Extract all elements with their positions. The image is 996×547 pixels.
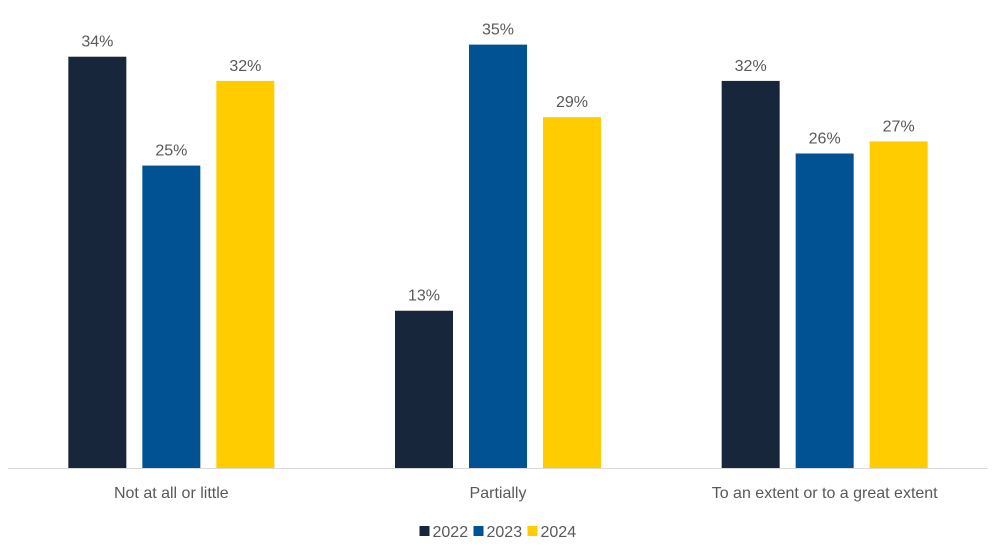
data-label-2024-0: 32%	[229, 58, 261, 75]
data-label-2024-2: 27%	[883, 118, 915, 135]
bar-group	[68, 44, 928, 469]
bar-2022-0	[68, 56, 127, 468]
data-label-2023-2: 26%	[809, 130, 841, 147]
bar-2022-1	[395, 310, 453, 468]
category-label-1: Partially	[470, 485, 527, 502]
data-label-2023-0: 25%	[155, 143, 187, 160]
data-label-2022-2: 32%	[735, 58, 767, 75]
legend-swatch-2024	[527, 526, 538, 536]
legend: 2022 2023 2024	[419, 524, 577, 541]
bar-2024-1	[543, 117, 601, 469]
bar-2024-0	[216, 80, 275, 468]
legend-swatch-2023	[473, 526, 484, 536]
bar-2024-2	[869, 141, 928, 469]
data-label-2022-0: 34%	[81, 34, 113, 51]
bar-2023-1	[469, 44, 527, 468]
bar-2023-0	[142, 165, 201, 469]
bar-2023-2	[795, 153, 854, 468]
data-label-group: 34% 25% 32% 13% 35% 29% 32% 26% 27%	[81, 22, 914, 305]
category-label-0: Not at all or little	[114, 485, 229, 502]
legend-swatch-2022	[419, 526, 430, 536]
legend-label-2022: 2022	[433, 524, 469, 541]
bar-2022-2	[721, 80, 780, 468]
category-label-2: To an extent or to a great extent	[712, 485, 938, 502]
data-label-2023-1: 35%	[482, 22, 514, 39]
category-label-group: Not at all or little Partially To an exten…	[114, 485, 938, 502]
legend-label-2023: 2023	[487, 524, 523, 541]
data-label-2024-1: 29%	[556, 94, 588, 111]
legend-label-2024: 2024	[541, 524, 577, 541]
data-label-2022-1: 13%	[408, 288, 440, 305]
